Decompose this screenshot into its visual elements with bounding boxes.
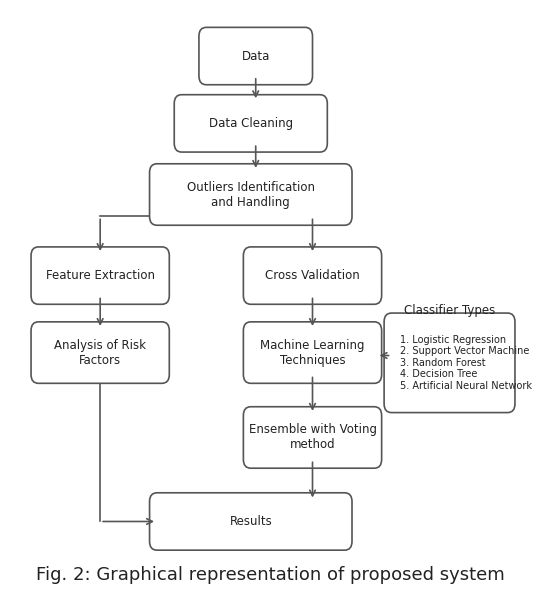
FancyBboxPatch shape (174, 95, 327, 152)
FancyBboxPatch shape (149, 164, 352, 225)
FancyBboxPatch shape (244, 247, 382, 304)
FancyBboxPatch shape (149, 493, 352, 550)
Text: Outliers Identification
and Handling: Outliers Identification and Handling (187, 180, 315, 209)
FancyBboxPatch shape (31, 322, 169, 384)
Text: Results: Results (229, 515, 272, 528)
Text: Cross Validation: Cross Validation (265, 269, 360, 282)
Text: Ensemble with Voting
method: Ensemble with Voting method (249, 424, 376, 452)
Text: Feature Extraction: Feature Extraction (46, 269, 155, 282)
Text: 1. Logistic Regression
2. Support Vector Machine
3. Random Forest
4. Decision Tr: 1. Logistic Regression 2. Support Vector… (401, 335, 532, 391)
FancyBboxPatch shape (384, 313, 515, 413)
Text: Machine Learning
Techniques: Machine Learning Techniques (260, 339, 365, 366)
Text: Data Cleaning: Data Cleaning (209, 117, 293, 130)
FancyBboxPatch shape (31, 247, 169, 304)
FancyBboxPatch shape (244, 407, 382, 468)
Text: Fig. 2: Graphical representation of proposed system: Fig. 2: Graphical representation of prop… (36, 566, 505, 584)
Text: Analysis of Risk
Factors: Analysis of Risk Factors (54, 339, 146, 366)
FancyBboxPatch shape (244, 322, 382, 384)
Text: Classifier Types: Classifier Types (404, 304, 495, 317)
Text: Data: Data (241, 50, 270, 63)
FancyBboxPatch shape (199, 27, 312, 85)
